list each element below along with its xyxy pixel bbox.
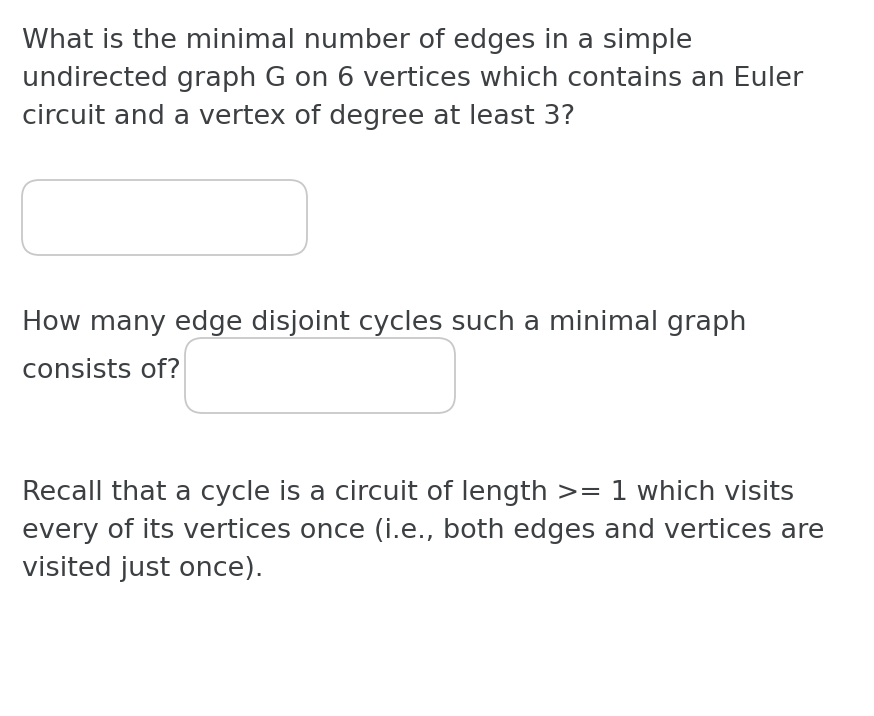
Text: How many edge disjoint cycles such a minimal graph: How many edge disjoint cycles such a min…	[22, 310, 746, 336]
FancyBboxPatch shape	[22, 180, 307, 255]
Text: What is the minimal number of edges in a simple: What is the minimal number of edges in a…	[22, 28, 692, 54]
Text: visited just once).: visited just once).	[22, 556, 263, 582]
FancyBboxPatch shape	[185, 338, 455, 413]
Text: consists of?: consists of?	[22, 358, 181, 384]
Text: circuit and a vertex of degree at least 3?: circuit and a vertex of degree at least …	[22, 104, 575, 130]
Text: undirected graph G on 6 vertices which contains an Euler: undirected graph G on 6 vertices which c…	[22, 66, 803, 92]
Text: Recall that a cycle is a circuit of length >= 1 which visits: Recall that a cycle is a circuit of leng…	[22, 480, 794, 506]
Text: every of its vertices once (i.e., both edges and vertices are: every of its vertices once (i.e., both e…	[22, 518, 824, 544]
